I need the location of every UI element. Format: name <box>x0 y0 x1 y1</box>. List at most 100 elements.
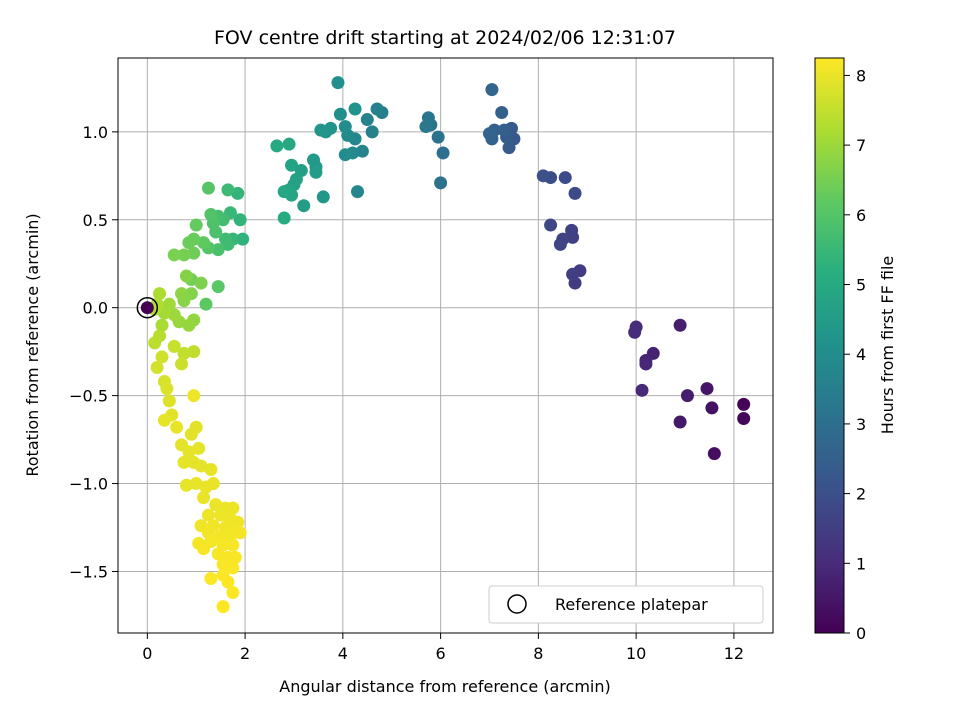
legend: Reference platepar <box>488 585 764 624</box>
x-axis-ticks: 0 2 4 6 8 10 12 <box>142 633 744 663</box>
data-point-late-43 <box>216 600 230 614</box>
data-point-52 <box>338 120 352 134</box>
data-point-71 <box>282 137 296 151</box>
data-point-3 <box>705 401 719 415</box>
data-point-late-13 <box>197 491 211 505</box>
data-point-late-32 <box>226 538 240 552</box>
data-point-46 <box>355 144 369 158</box>
data-point-47 <box>351 185 365 199</box>
data-point-1 <box>737 411 751 425</box>
data-point-89 <box>201 181 215 195</box>
data-point-98 <box>177 248 191 262</box>
data-point-59 <box>316 190 330 204</box>
data-point-10 <box>639 357 653 371</box>
plot-area <box>117 57 774 634</box>
colorbar-tick-label-2: 2 <box>856 485 866 504</box>
legend-reference-label: Reference platepar <box>555 595 708 614</box>
data-point-36 <box>436 146 450 160</box>
data-point-late-18 <box>214 508 228 522</box>
data-point-late-36 <box>228 550 242 564</box>
data-point-late-8 <box>204 462 218 476</box>
data-point-22 <box>568 186 582 200</box>
data-point-4 <box>700 382 714 396</box>
data-point-late-17 <box>201 508 215 522</box>
colorbar-label: Hours from first FF file <box>878 256 897 435</box>
legend-box <box>488 585 764 624</box>
data-point-late-3 <box>182 445 196 459</box>
colorbar-tick-label-6: 6 <box>856 206 866 225</box>
data-point-late-38 <box>226 561 240 575</box>
colorbar-tick-label-8: 8 <box>856 66 866 85</box>
data-point-62 <box>309 165 323 179</box>
data-point-7 <box>673 318 687 332</box>
data-point-53 <box>333 107 347 121</box>
data-point-119 <box>167 339 181 353</box>
colorbar-tick-label-1: 1 <box>856 554 866 573</box>
data-point-75 <box>233 213 247 227</box>
y-tick-label-4: 0.5 <box>83 211 108 230</box>
data-point-37 <box>434 176 448 190</box>
data-point-73 <box>277 211 291 225</box>
data-point-18 <box>565 223 579 237</box>
y-tick-label-3: 0.0 <box>83 299 108 318</box>
data-point-late-12 <box>206 477 220 491</box>
data-point-120 <box>175 357 189 371</box>
data-point-late-33 <box>197 542 211 556</box>
data-point-76 <box>231 186 245 200</box>
data-point-118 <box>177 346 191 360</box>
data-point-11 <box>635 383 649 397</box>
data-point-55 <box>348 102 362 116</box>
data-point-late-39 <box>204 571 218 585</box>
y-tick-label-1: −1.0 <box>69 475 108 494</box>
data-point-20 <box>553 237 567 251</box>
data-point-70 <box>277 185 291 199</box>
data-point-38 <box>431 130 445 144</box>
data-point-96 <box>187 246 201 260</box>
data-point-21 <box>544 218 558 232</box>
data-point-93 <box>189 218 203 232</box>
data-point-110 <box>157 306 171 320</box>
data-point-106 <box>182 318 196 332</box>
data-point-100 <box>194 276 208 290</box>
data-point-112 <box>153 287 167 301</box>
data-point-late-7 <box>194 459 208 473</box>
data-point-30 <box>497 123 511 137</box>
data-point-74 <box>236 232 250 246</box>
data-point-late-37 <box>216 557 230 571</box>
data-point-63 <box>297 199 311 213</box>
data-point-late-42 <box>226 586 240 600</box>
reference-point-marker <box>136 296 159 319</box>
data-point-41 <box>419 120 433 134</box>
data-point-122 <box>150 360 164 374</box>
data-point-124 <box>160 382 174 396</box>
data-point-16 <box>566 267 580 281</box>
x-axis-label: Angular distance from reference (arcmin) <box>279 677 610 696</box>
data-point-99 <box>167 248 181 262</box>
data-point-127 <box>157 413 171 427</box>
data-point-121 <box>155 350 169 364</box>
data-point-late-34 <box>211 547 225 561</box>
data-point-66 <box>289 172 303 186</box>
colorbar-ticks: 0 1 2 3 4 5 6 7 8 <box>844 66 866 643</box>
data-point-34 <box>482 127 496 141</box>
colorbar-tick-label-0: 0 <box>856 624 866 643</box>
data-point-2 <box>707 447 721 461</box>
data-point-51 <box>338 148 352 162</box>
data-point-116 <box>148 336 162 350</box>
data-point-13 <box>628 325 642 339</box>
data-point-102 <box>179 269 193 283</box>
y-axis-ticks: −1.5 −1.0 −0.5 0.0 0.5 1.0 <box>69 123 118 581</box>
data-point-125 <box>162 394 176 408</box>
data-point-late-14 <box>209 498 223 512</box>
legend-reference-marker <box>507 594 527 614</box>
colorbar-tick-label-3: 3 <box>856 415 866 434</box>
reference-point-fill <box>140 301 154 315</box>
data-point-late-6 <box>177 455 191 469</box>
data-point-91 <box>199 297 213 311</box>
reference-marker-layer <box>136 296 159 319</box>
data-point-5 <box>673 415 687 429</box>
data-point-0 <box>737 397 751 411</box>
colorbar-gradient <box>814 57 845 634</box>
data-point-43 <box>370 102 384 116</box>
